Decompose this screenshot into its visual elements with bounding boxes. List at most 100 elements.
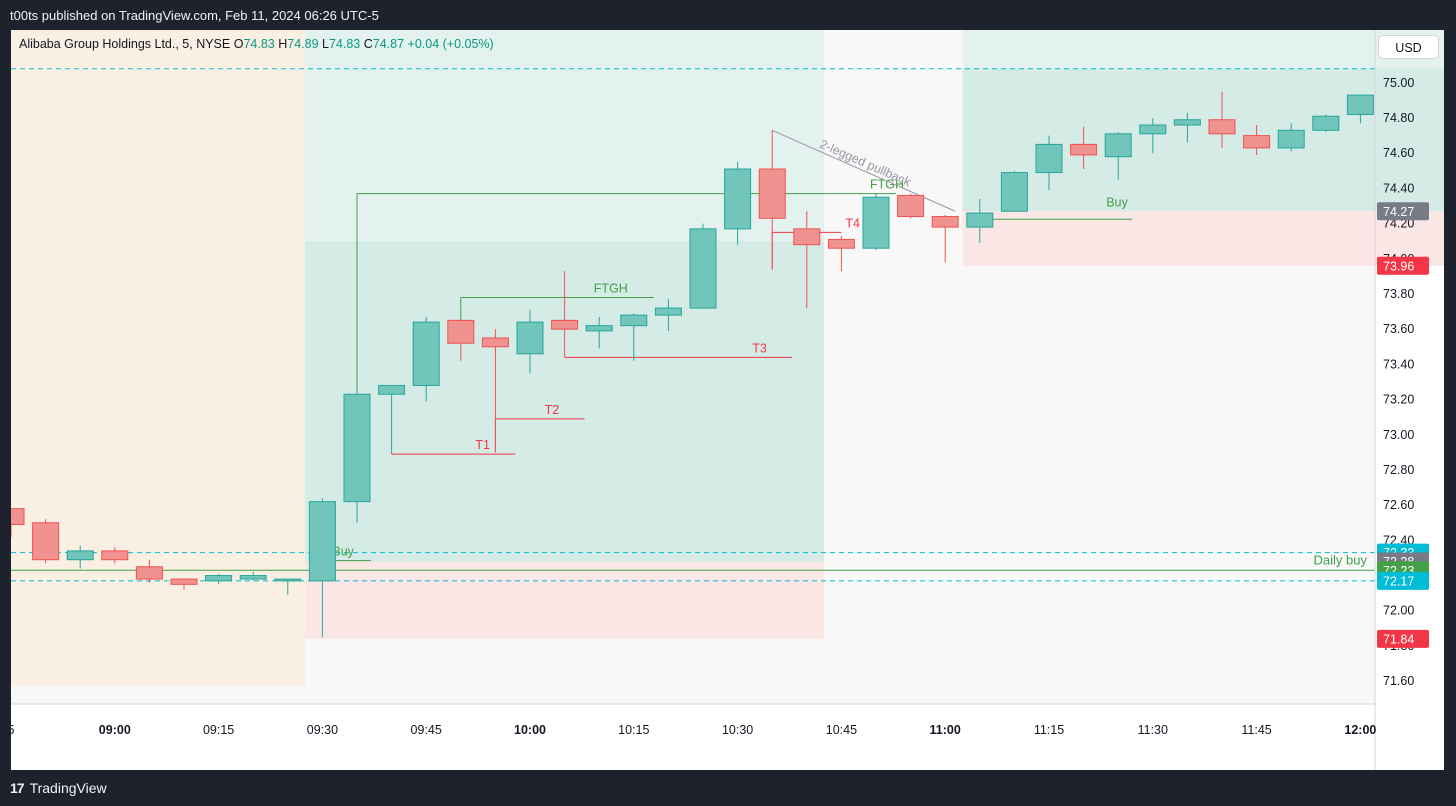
legend-open-label: O <box>233 37 244 51</box>
symbol-legend: Alibaba Group Holdings Ltd., 5, NYSE O 74… <box>19 37 494 51</box>
legend-high-value: 74.89 <box>287 37 319 51</box>
footer-bar: 17 TradingView <box>0 770 1456 806</box>
candle <box>724 161 752 245</box>
legend-high-label: H <box>278 37 288 51</box>
candle-body <box>1346 94 1374 115</box>
candle <box>758 130 786 270</box>
candle-body <box>239 575 267 580</box>
candle-body <box>1104 133 1132 158</box>
candle <box>1139 117 1167 154</box>
x-tick-label: 11:15 <box>1034 723 1064 737</box>
candlestick-chart[interactable]: Daily buyBuyBuyFTGHFTGHT1T2T3T42-legged … <box>0 30 1447 770</box>
candle-body <box>1035 143 1063 174</box>
buy-label: Buy <box>332 545 354 559</box>
x-tick-label: 5 <box>11 723 15 737</box>
candle-body <box>447 319 475 344</box>
tradingview-logo-icon: 17 <box>10 780 25 796</box>
price-label-badge <box>1377 202 1429 221</box>
candle-body <box>897 194 925 218</box>
price-label-text: 72.17 <box>1383 574 1414 588</box>
candle <box>66 545 94 569</box>
candle-body <box>758 168 786 219</box>
legend-low-label: L <box>322 37 329 51</box>
candle <box>1277 123 1305 152</box>
candle-body <box>308 501 336 582</box>
price-level-label: Daily buy <box>1314 552 1368 567</box>
candle-body <box>1000 172 1028 212</box>
legend-change: +0.04 (+0.05%) <box>407 37 494 51</box>
candle-body <box>135 566 163 580</box>
ftgh-label: FTGH <box>870 178 904 192</box>
candle-body <box>551 319 579 330</box>
candle-body <box>170 578 198 585</box>
candle <box>620 313 648 361</box>
publish-header: t00ts published on TradingView.com, Feb … <box>10 8 379 23</box>
candle-body <box>620 314 648 327</box>
candle-body <box>412 321 440 386</box>
x-tick-label: 10:30 <box>722 723 753 737</box>
y-tick-label: 73.80 <box>1383 287 1414 301</box>
candle <box>1000 170 1028 212</box>
x-tick-label: 10:15 <box>618 723 649 737</box>
candle <box>827 235 855 272</box>
target-label: T4 <box>845 216 860 230</box>
candle <box>239 572 267 581</box>
candle-body <box>1277 129 1305 149</box>
brand-label: TradingView <box>29 780 107 796</box>
price-label-text: 73.96 <box>1383 259 1414 273</box>
candle <box>862 193 890 250</box>
candle <box>1243 125 1271 155</box>
candle <box>689 223 717 309</box>
candle <box>516 309 544 374</box>
candle <box>205 573 233 585</box>
candle-body <box>1208 119 1236 135</box>
candle <box>378 384 406 453</box>
y-tick-label: 74.80 <box>1383 111 1414 125</box>
candle-body <box>827 238 855 249</box>
candle-body <box>1139 124 1167 135</box>
price-label-text: 71.84 <box>1383 632 1414 646</box>
candle-body <box>481 337 509 348</box>
candle <box>897 193 925 219</box>
currency-button[interactable]: USD <box>1378 35 1439 59</box>
price-label-badge <box>1377 571 1429 590</box>
target-label: T3 <box>752 341 767 355</box>
chart-area[interactable]: Daily buy Buy Buy FTGH FTGH T1 T2 T3 T4 2-legged … <box>0 30 1447 770</box>
price-label-badge <box>1377 629 1429 648</box>
ftgh-label: FTGH <box>594 281 628 295</box>
candle <box>1346 94 1374 124</box>
legend-symbol: Alibaba Group Holdings Ltd., 5, NYSE <box>19 37 231 51</box>
y-tick-label: 73.40 <box>1383 357 1414 371</box>
legend-close-label: C <box>363 37 373 51</box>
x-tick-label: 11:00 <box>930 723 961 737</box>
price-label-badge <box>1377 256 1429 275</box>
candle-body <box>32 522 60 561</box>
candle <box>101 547 129 564</box>
candle-body <box>862 196 890 249</box>
target-label: T1 <box>475 438 490 452</box>
candle <box>135 559 163 583</box>
candle-body <box>724 168 752 230</box>
y-tick-label: 72.60 <box>1383 498 1414 512</box>
candle <box>654 299 682 331</box>
zone-premarket <box>0 30 306 687</box>
y-tick-label: 73.60 <box>1383 322 1414 336</box>
candle <box>308 498 336 638</box>
candle <box>1173 112 1201 143</box>
candle-body <box>1243 135 1271 149</box>
candle-body <box>966 212 994 228</box>
y-tick-label: 72.80 <box>1383 463 1414 477</box>
tradingview-brand[interactable]: 17 TradingView <box>10 780 107 796</box>
zone-profit <box>962 68 1447 212</box>
legend-low-value: 74.83 <box>328 37 361 51</box>
candle <box>32 519 60 564</box>
x-tick-label: 12:00 <box>1344 723 1376 737</box>
y-tick-label: 75.00 <box>1383 76 1414 90</box>
candle-body <box>0 508 25 526</box>
candle <box>931 214 959 263</box>
time-axis-background <box>11 704 1375 770</box>
y-tick-label: 74.60 <box>1383 146 1414 160</box>
candle <box>1208 91 1236 148</box>
candle <box>343 390 371 523</box>
y-tick-label: 73.20 <box>1383 393 1414 407</box>
